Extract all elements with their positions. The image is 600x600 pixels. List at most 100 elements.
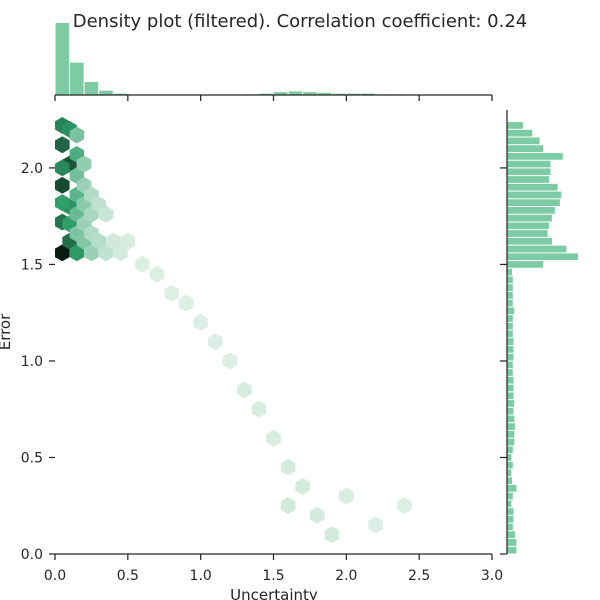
y-hist-bar bbox=[507, 346, 514, 353]
y-hist-bar bbox=[507, 338, 514, 346]
y-marginal-histogram bbox=[507, 122, 578, 554]
hexbin-cell bbox=[193, 313, 208, 331]
hexbin-cell bbox=[397, 497, 412, 515]
y-hist-bar bbox=[507, 438, 515, 446]
x-hist-bar bbox=[259, 93, 273, 95]
y-hist-bar bbox=[507, 330, 513, 338]
y-hist-bar bbox=[507, 214, 552, 222]
hexbin-cell bbox=[98, 205, 114, 223]
y-hist-bar bbox=[507, 284, 513, 291]
hexbin-cell bbox=[149, 265, 165, 283]
x-axis-ticks: 0.0 0.5 1.0 1.5 2.0 2.5 3.0 bbox=[44, 95, 503, 584]
hexbin-cell bbox=[368, 516, 383, 534]
hexbin-cell bbox=[208, 333, 223, 351]
x-hist-bar bbox=[346, 93, 361, 95]
y-hist-bar bbox=[507, 307, 515, 315]
hexbin-cell bbox=[113, 244, 128, 262]
y-hist-bar bbox=[507, 291, 513, 299]
y-hist-bar bbox=[507, 523, 513, 531]
y-hist-bar bbox=[507, 176, 550, 183]
hexbin-cell bbox=[222, 352, 238, 370]
y-tick-label: 1.5 bbox=[21, 257, 43, 273]
chart-title: Density plot (filtered). Correlation coe… bbox=[73, 11, 528, 32]
hexbin-cell bbox=[178, 294, 194, 312]
y-hist-bar bbox=[507, 508, 514, 515]
x-hist-bar bbox=[274, 92, 288, 95]
hexbin-cell bbox=[55, 176, 70, 194]
hexbin-cell bbox=[55, 194, 70, 212]
y-hist-bar bbox=[507, 546, 517, 554]
y-hist-bar bbox=[507, 129, 533, 137]
hexbin-cell bbox=[135, 256, 150, 273]
y-tick-label: 2.0 bbox=[21, 161, 43, 177]
x-hist-bar bbox=[288, 91, 303, 95]
hexbin-cell bbox=[76, 155, 92, 173]
hexbin-cell bbox=[309, 507, 325, 524]
y-hist-bar bbox=[507, 253, 578, 261]
y-hist-bar bbox=[507, 199, 560, 207]
y-hist-bar bbox=[507, 492, 513, 500]
hexbin-cell bbox=[280, 458, 296, 476]
y-hist-bar bbox=[507, 152, 563, 160]
y-hist-bar bbox=[507, 400, 515, 407]
y-hist-bar bbox=[507, 353, 514, 361]
y-hist-bar bbox=[507, 160, 551, 168]
x-hist-bar bbox=[317, 92, 332, 95]
hexbin-cell bbox=[237, 381, 252, 399]
x-tick-label: 0.0 bbox=[44, 568, 66, 584]
y-hist-bar bbox=[507, 423, 515, 430]
y-hist-bar bbox=[507, 222, 550, 230]
y-hist-bar bbox=[507, 531, 515, 539]
x-tick-label: 3.0 bbox=[481, 568, 503, 584]
y-hist-bar bbox=[507, 322, 513, 330]
y-hist-bar bbox=[507, 539, 517, 546]
y-hist-bar bbox=[507, 168, 551, 176]
x-tick-label: 2.0 bbox=[335, 568, 357, 584]
y-hist-bar bbox=[507, 122, 523, 129]
hexbin-cell bbox=[91, 232, 106, 250]
y-hist-bar bbox=[507, 392, 514, 400]
x-marginal-histogram bbox=[55, 23, 405, 95]
y-axis-ticks: 0.0 0.5 1.0 1.5 2.0 bbox=[21, 161, 507, 563]
y-hist-bar bbox=[507, 376, 514, 384]
x-tick-label: 0.5 bbox=[117, 568, 139, 584]
y-hist-bar bbox=[507, 183, 558, 191]
y-hist-bar bbox=[507, 145, 544, 152]
hexbin-cell bbox=[120, 232, 136, 250]
hexbin-cell bbox=[55, 136, 70, 154]
y-hist-bar bbox=[507, 446, 513, 454]
hexbin-cell bbox=[280, 497, 296, 515]
y-hist-bar bbox=[507, 237, 552, 245]
x-tick-label: 1.5 bbox=[262, 568, 284, 584]
y-hist-bar bbox=[507, 477, 513, 485]
y-hist-bar bbox=[507, 276, 513, 284]
y-hist-bar bbox=[507, 469, 512, 477]
y-hist-bar bbox=[507, 191, 562, 199]
x-hist-bar bbox=[113, 93, 128, 95]
hexbin-cell bbox=[84, 244, 99, 262]
x-tick-label: 2.5 bbox=[408, 568, 430, 584]
y-hist-bar bbox=[507, 268, 513, 276]
y-hist-bar bbox=[507, 207, 555, 214]
hexbin-cell bbox=[55, 244, 70, 262]
x-tick-label: 1.0 bbox=[190, 568, 212, 584]
x-axis-label: Uncertainty bbox=[230, 586, 318, 600]
x-hist-bar bbox=[332, 93, 346, 95]
hexbin-cell bbox=[251, 400, 267, 418]
hexbin-layer bbox=[55, 117, 412, 544]
y-hist-bar bbox=[507, 454, 512, 461]
y-hist-bar bbox=[507, 461, 513, 469]
y-axis-label: Error bbox=[0, 313, 14, 350]
x-hist-bar bbox=[55, 23, 70, 95]
hexbin-cell bbox=[106, 232, 121, 250]
y-hist-bar bbox=[507, 299, 513, 307]
y-tick-label: 0.5 bbox=[21, 450, 43, 466]
x-hist-bar bbox=[84, 82, 99, 95]
y-hist-bar bbox=[507, 315, 513, 322]
y-hist-bar bbox=[507, 415, 515, 423]
y-hist-bar bbox=[507, 261, 544, 268]
x-hist-bar bbox=[99, 90, 113, 95]
y-hist-bar bbox=[507, 407, 514, 415]
y-tick-label: 1.0 bbox=[21, 354, 43, 370]
